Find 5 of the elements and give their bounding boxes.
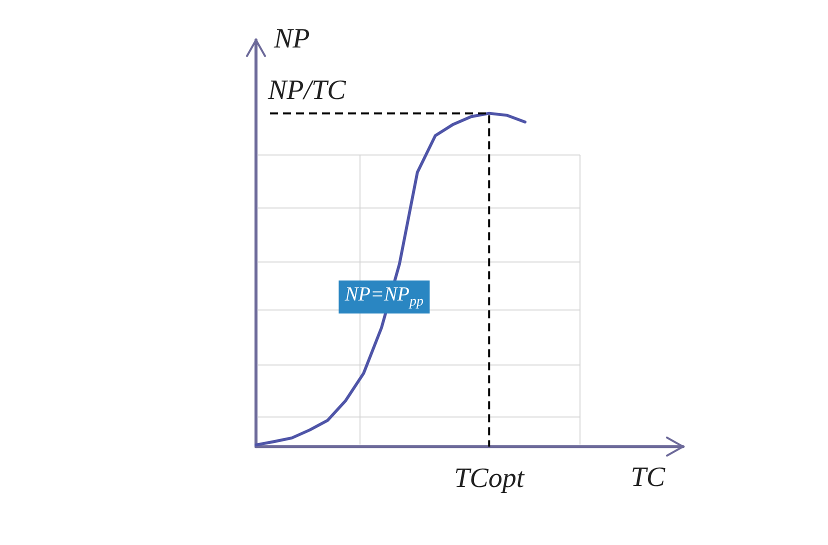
text: TCopt: [454, 462, 524, 495]
x-axis-title: TC: [630, 462, 666, 493]
annotation: NP=NP$_{pp}$: [338, 280, 430, 314]
text: NP/TC: [268, 75, 346, 108]
y-axis-title: NP: [273, 23, 310, 54]
